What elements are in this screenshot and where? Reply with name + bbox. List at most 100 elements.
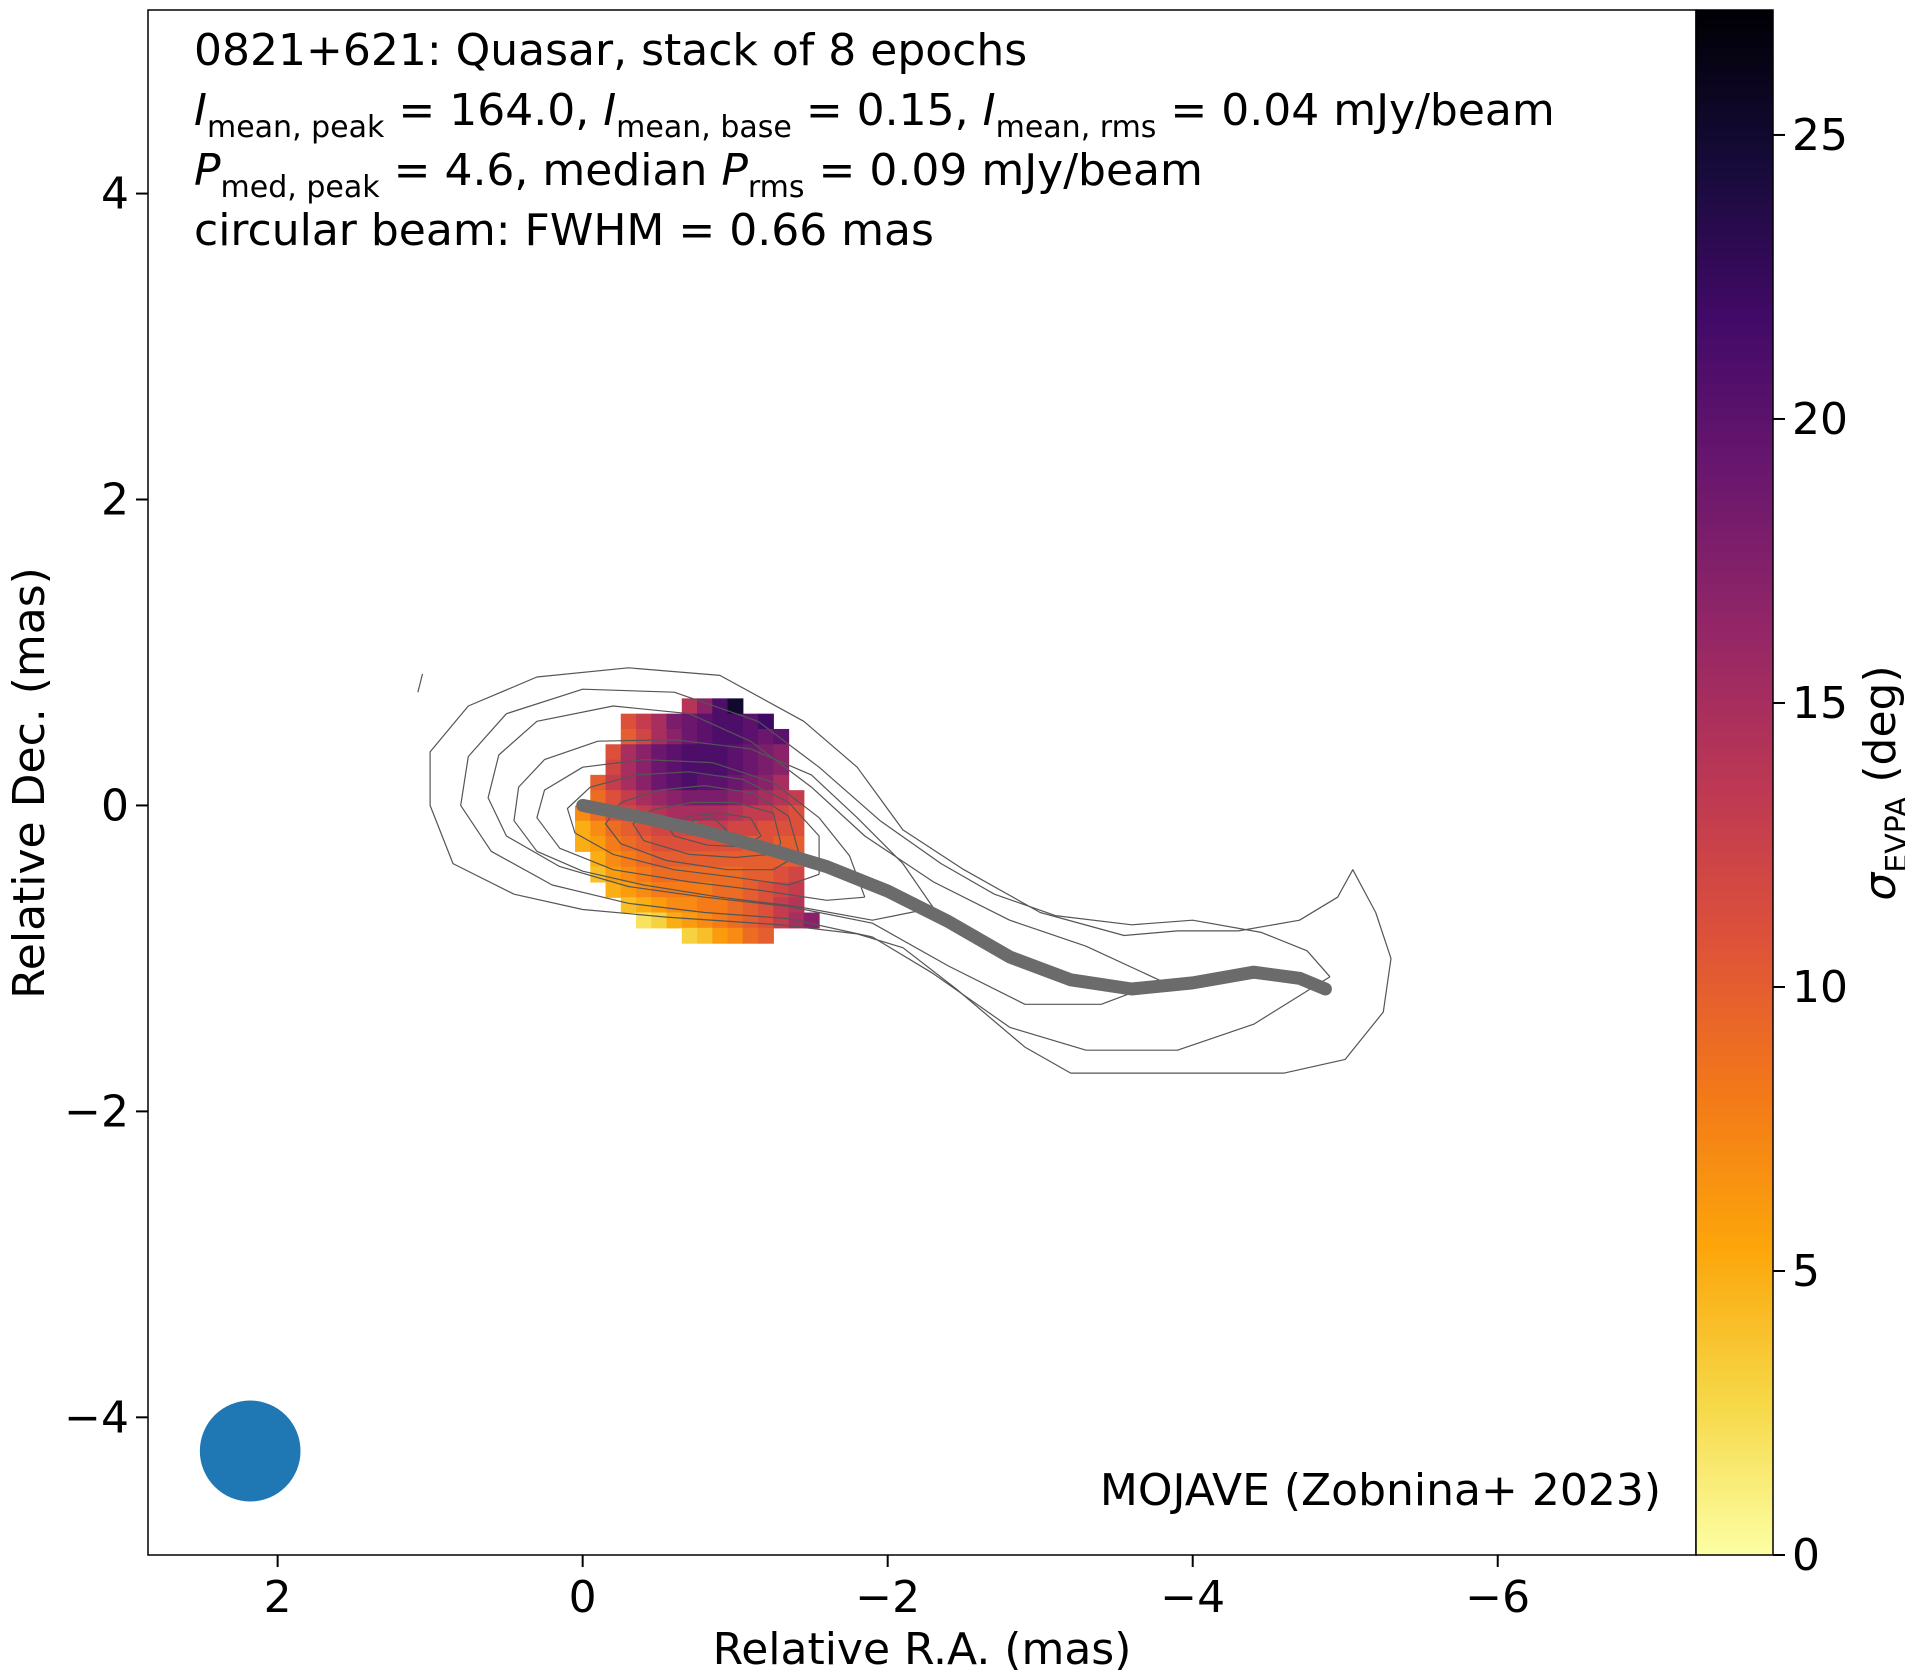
evpa-error-pixel — [681, 774, 698, 791]
evpa-error-pixel — [666, 774, 683, 791]
y-tick-label: 4 — [101, 169, 129, 220]
evpa-error-pixel — [681, 744, 698, 761]
evpa-error-pixel — [636, 836, 652, 852]
evpa-error-pixel — [681, 912, 698, 929]
intensity-contour — [460, 688, 1331, 1051]
evpa-error-pixel — [788, 866, 805, 883]
evpa-error-pixel — [681, 805, 698, 822]
evpa-error-pixel — [788, 820, 805, 837]
intensity-contour — [536, 759, 866, 901]
evpa-error-pixel — [758, 927, 774, 944]
title-text: P — [194, 145, 221, 196]
evpa-error-pixel — [681, 866, 698, 883]
evpa-error-pixel — [666, 713, 683, 730]
colorbar-label-subscript: EVPA — [1880, 796, 1905, 873]
x-tick-label: −6 — [1465, 1572, 1530, 1623]
title-text: = 0.09 mJy/beam — [805, 145, 1203, 196]
evpa-error-pixel — [697, 912, 713, 929]
evpa-error-pixel — [773, 744, 790, 761]
evpa-error-pixel — [620, 866, 637, 883]
colorbar-tick-label: 20 — [1792, 394, 1848, 445]
evpa-error-pixel — [590, 851, 607, 868]
evpa-error-pixel — [620, 728, 637, 745]
colorbar-tick-label: 5 — [1792, 1246, 1820, 1297]
evpa-error-pixel — [681, 713, 698, 730]
evpa-error-pixel — [636, 744, 652, 761]
evpa-error-pixel — [712, 790, 729, 807]
evpa-error-pixel — [651, 774, 668, 791]
evpa-error-pixel — [742, 713, 759, 730]
evpa-error-pixel — [697, 790, 713, 807]
evpa-error-pixel — [636, 912, 652, 929]
evpa-error-pixel — [697, 728, 713, 745]
evpa-error-pixel — [697, 698, 713, 715]
evpa-error-pixel — [742, 927, 759, 944]
evpa-error-pixel — [712, 851, 729, 868]
evpa-error-pixel — [605, 836, 622, 852]
y-tick-label: 2 — [101, 475, 129, 526]
title-line: circular beam: FWHM = 0.66 mas — [194, 205, 934, 256]
evpa-error-pixel — [651, 790, 668, 807]
colorbar-label: σEVPA (deg) — [1855, 665, 1905, 900]
evpa-error-pixel — [697, 805, 713, 822]
evpa-error-pixel — [636, 759, 652, 776]
evpa-error-pixel — [666, 759, 683, 776]
evpa-error-pixel — [620, 744, 637, 761]
x-tick-label: −4 — [1160, 1572, 1225, 1623]
evpa-error-pixel — [620, 774, 637, 791]
title-line: Pmed, peak = 4.6, median Prms = 0.09 mJy… — [194, 145, 1203, 205]
colorbar — [1695, 9, 1774, 1556]
title-text: I — [983, 85, 996, 136]
evpa-error-pixel — [788, 881, 805, 898]
evpa-error-pixel — [605, 820, 622, 837]
evpa-error-pixel — [727, 851, 744, 868]
evpa-error-pixel — [727, 912, 744, 929]
title-text: 0821+621: Quasar, stack of 8 epochs — [194, 25, 1027, 76]
evpa-error-pixel — [681, 836, 698, 852]
jet-ridge-line — [576, 798, 1332, 996]
evpa-error-pixel — [620, 881, 637, 898]
title-text: = 164.0, — [384, 85, 603, 136]
evpa-error-pixel — [636, 728, 652, 745]
jet-ridge-line-group — [576, 798, 1332, 996]
title-text: = 4.6, median — [380, 145, 722, 196]
evpa-error-pixel — [697, 774, 713, 791]
title-text: I — [603, 85, 616, 136]
x-axis-label: Relative R.A. (mas) — [713, 1624, 1132, 1674]
title-line: 0821+621: Quasar, stack of 8 epochs — [194, 25, 1027, 76]
evpa-error-pixel — [651, 744, 668, 761]
evpa-error-pixel — [681, 698, 698, 715]
evpa-error-pixel — [758, 790, 774, 807]
title-text: = 0.04 mJy/beam — [1156, 85, 1554, 136]
x-tick-label: 0 — [569, 1572, 597, 1623]
colorbar-label-unit: (deg) — [1855, 665, 1905, 796]
evpa-error-pixel — [605, 790, 622, 807]
evpa-error-pixel — [742, 851, 759, 868]
evpa-error-pixel — [666, 897, 683, 914]
evpa-error-pixel — [773, 774, 790, 791]
evpa-error-pixel — [758, 759, 774, 776]
evpa-error-pixel — [575, 820, 591, 837]
evpa-error-pixel — [697, 897, 713, 914]
evpa-error-pixel — [712, 744, 729, 761]
evpa-error-pixel — [742, 759, 759, 776]
evpa-error-pixel — [742, 897, 759, 914]
evpa-error-pixel — [666, 836, 683, 852]
evpa-error-pixel — [651, 866, 668, 883]
evpa-error-pixel — [697, 927, 713, 944]
y-axis-ticks: −4 −2 0 2 4 — [64, 169, 148, 1443]
title-line: Imean, peak = 164.0, Imean, base = 0.15,… — [194, 85, 1555, 145]
evpa-error-pixel — [727, 866, 744, 883]
x-tick-label: −2 — [855, 1572, 920, 1623]
evpa-error-pixel — [788, 790, 805, 807]
evpa-error-pixel — [605, 881, 622, 898]
evpa-error-pixel — [727, 744, 744, 761]
evpa-error-pixel — [712, 881, 729, 898]
evpa-error-pixel — [681, 881, 698, 898]
evpa-error-pixel — [727, 805, 744, 822]
evpa-error-pixel — [727, 927, 744, 944]
colorbar-tick-label: 15 — [1792, 678, 1848, 729]
evpa-error-pixel — [742, 744, 759, 761]
y-tick-label: 0 — [101, 780, 129, 831]
